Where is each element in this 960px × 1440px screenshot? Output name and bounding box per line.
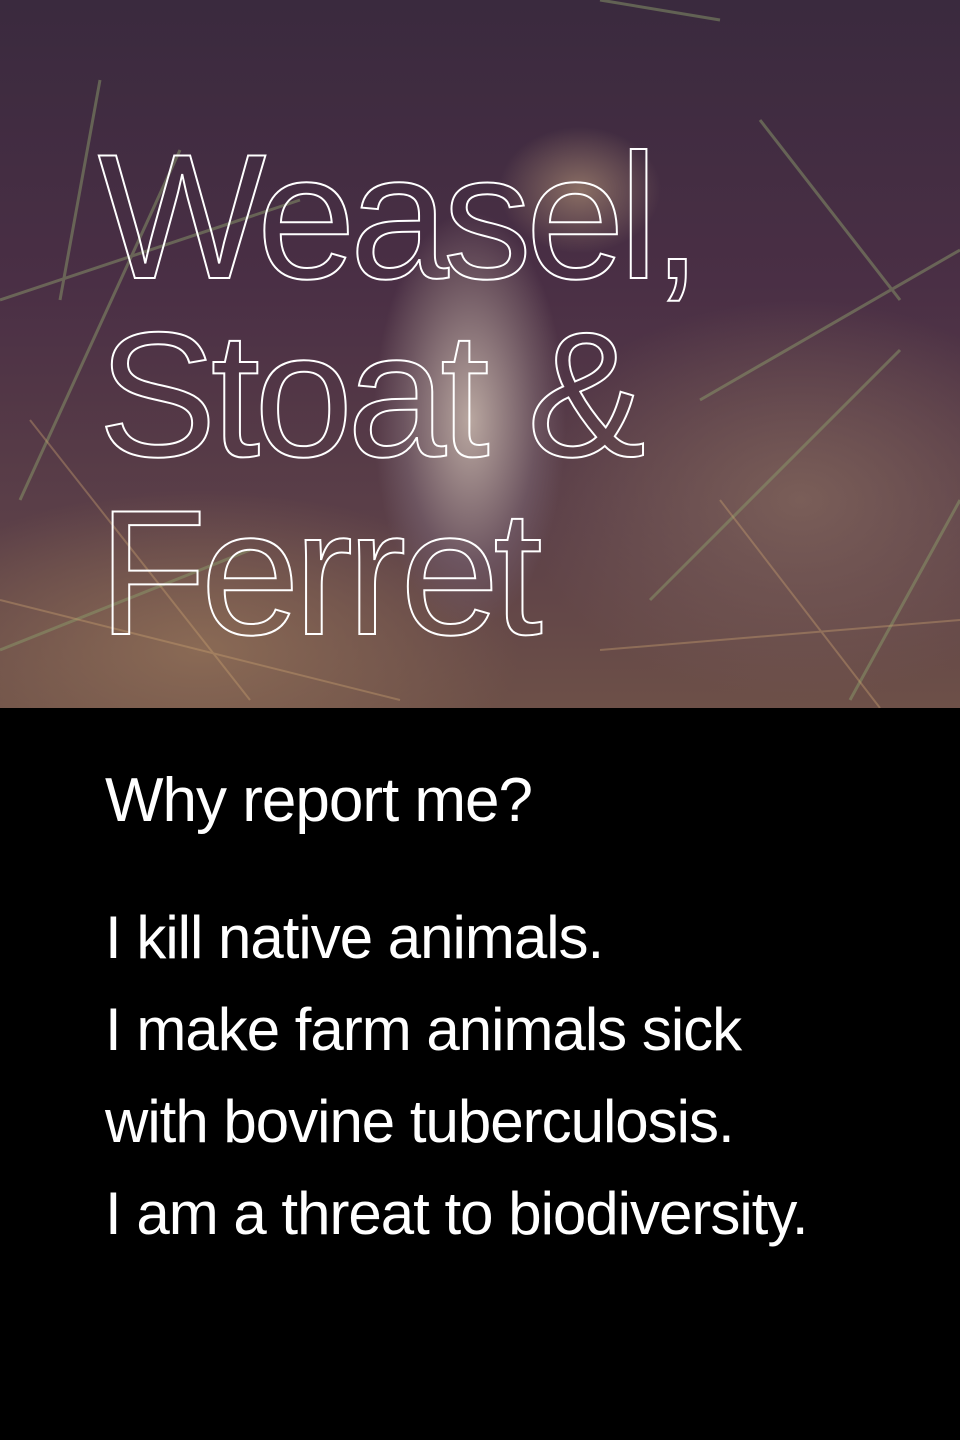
- body-text: I kill native animals. I make farm anima…: [105, 892, 809, 1260]
- body-line: I make farm animals sick: [105, 996, 742, 1063]
- heading: Why report me?: [105, 766, 533, 835]
- title-line: Stoat &: [97, 295, 647, 494]
- hero-image: Weasel, Stoat & Ferret: [0, 0, 960, 708]
- body-line: with bovine tuberculosis.: [105, 1088, 735, 1155]
- body-line: I am a threat to biodiversity.: [105, 1180, 809, 1247]
- title-line: Ferret: [97, 473, 544, 672]
- title-line: Weasel,: [97, 117, 703, 316]
- body-line: I kill native animals.: [105, 904, 604, 971]
- title: Weasel, Stoat & Ferret: [97, 117, 703, 672]
- grass-overlay: [0, 0, 960, 708]
